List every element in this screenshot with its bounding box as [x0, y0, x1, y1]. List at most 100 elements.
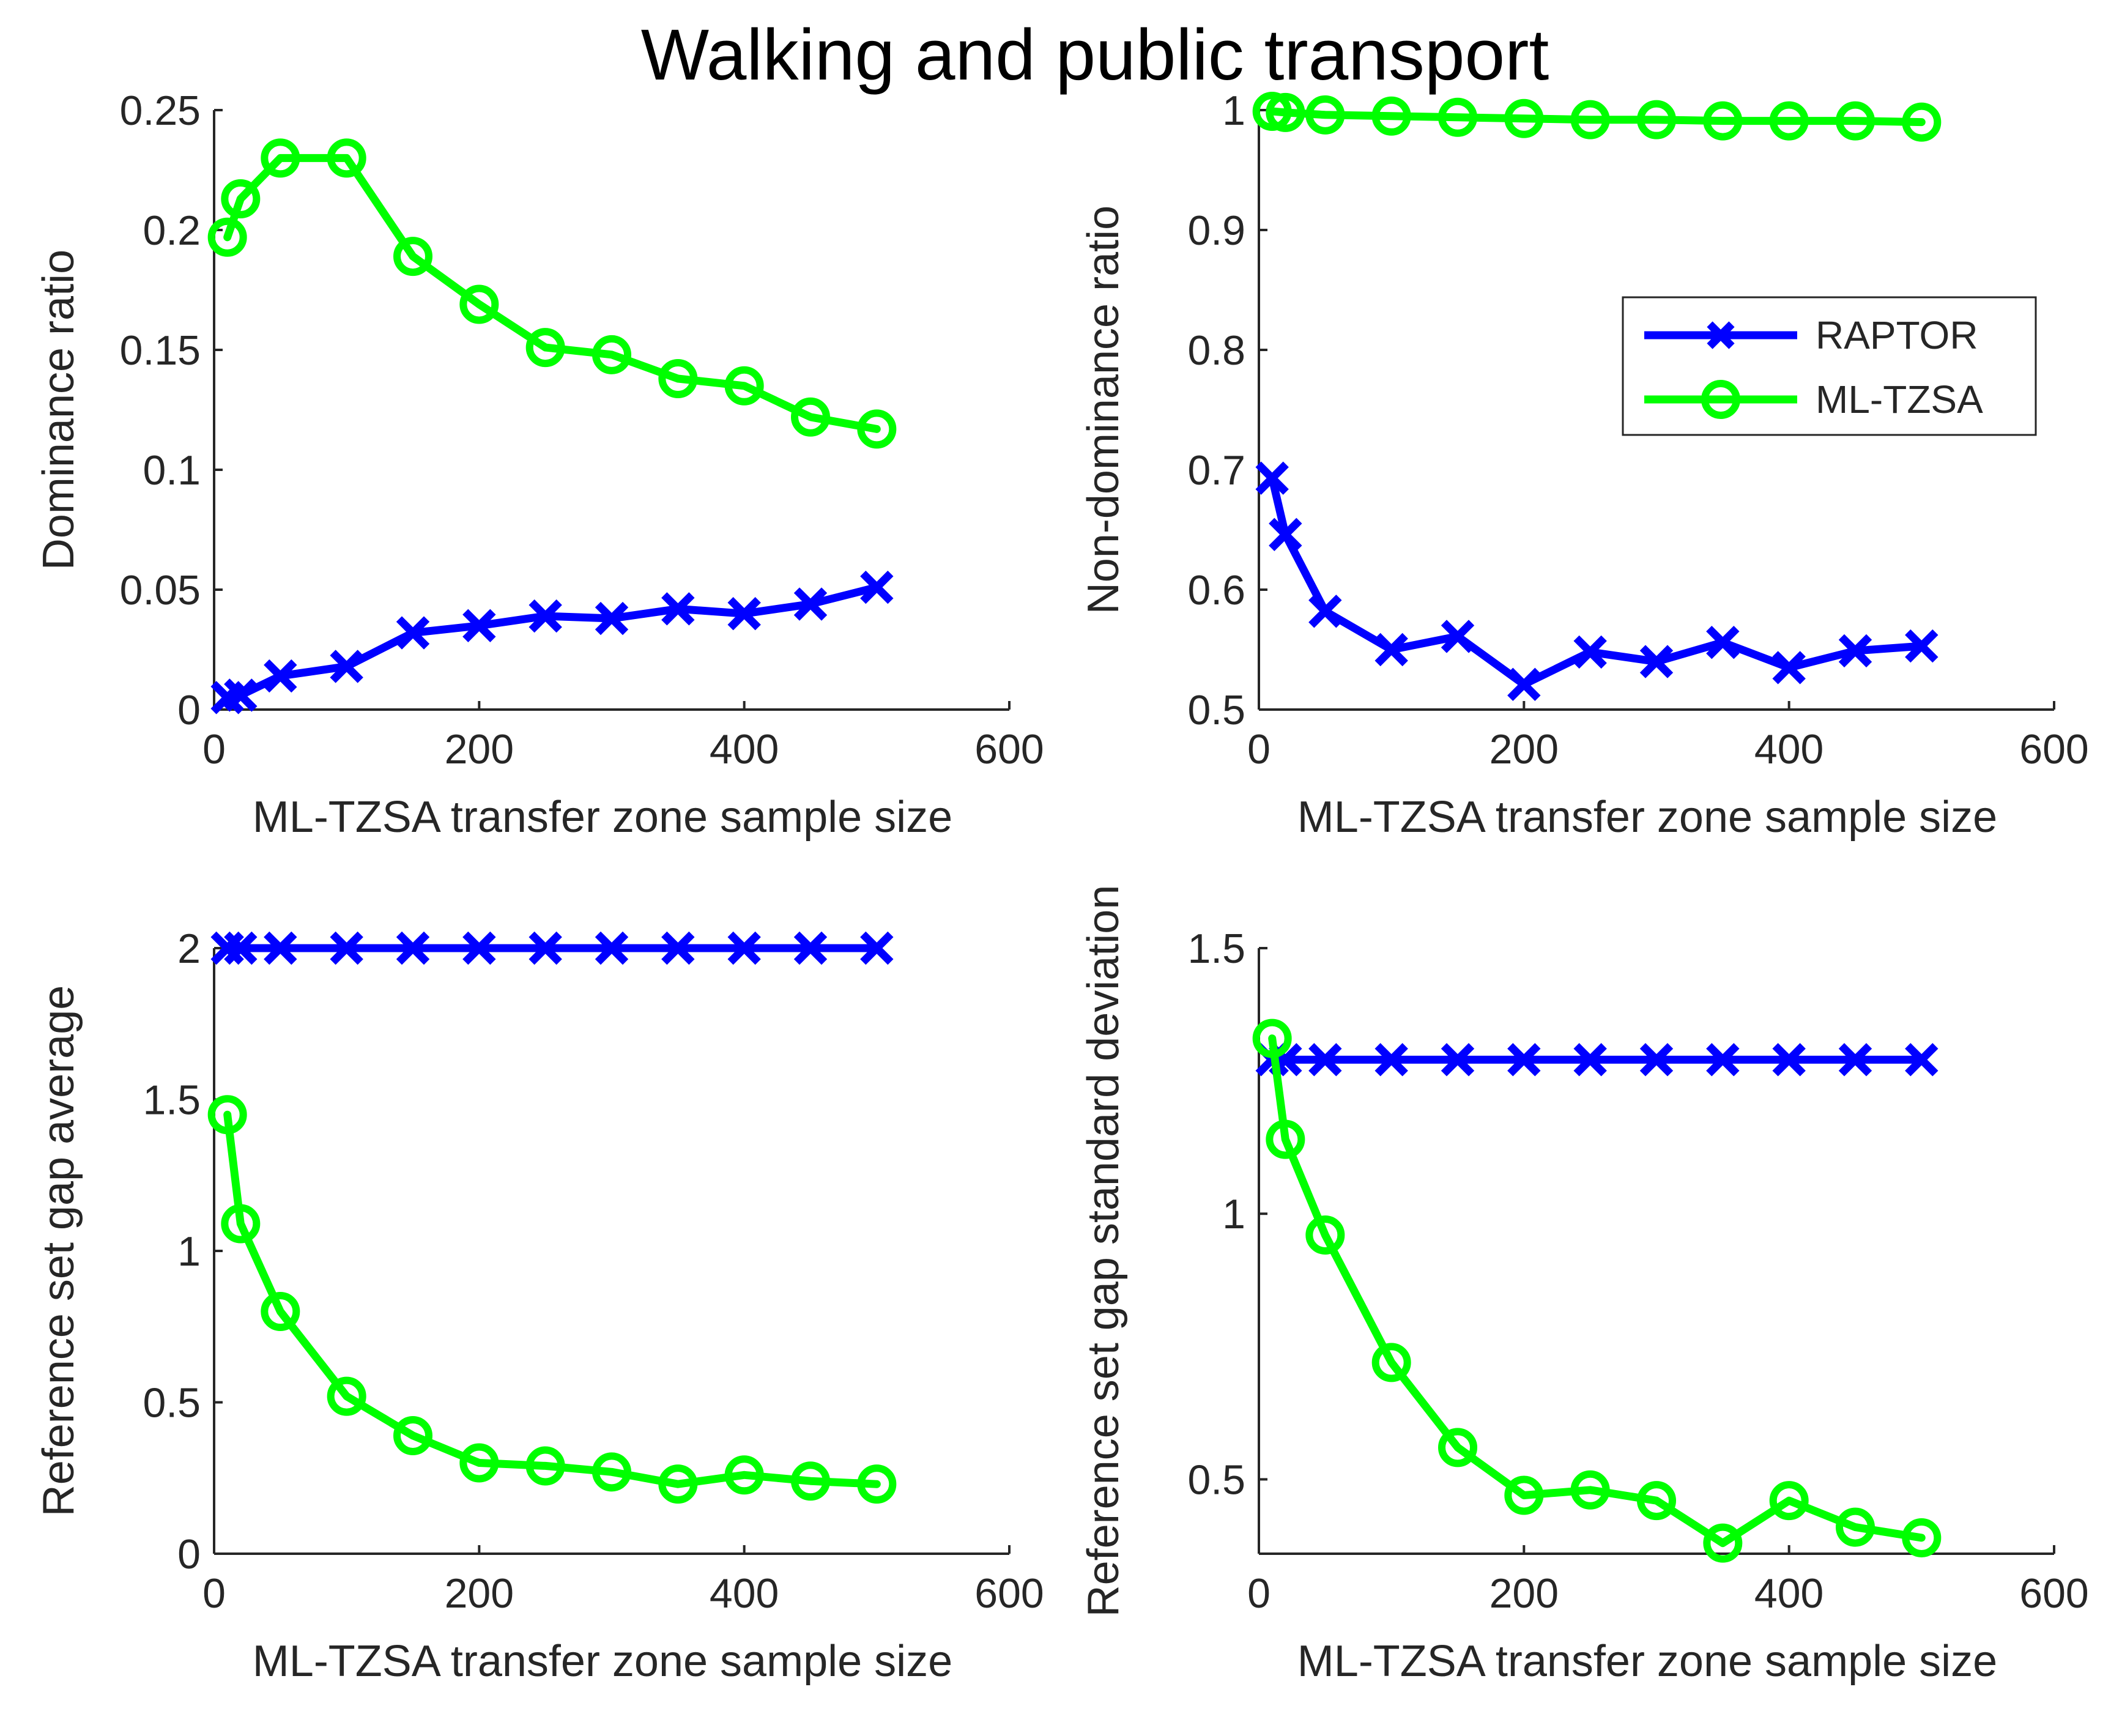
data-point [330, 650, 363, 683]
data-point [1252, 1018, 1292, 1058]
series-ml-tzsa [1252, 1018, 1942, 1563]
data-point [1504, 98, 1544, 138]
x-tick-label: 200 [1489, 726, 1559, 773]
data-point [327, 1376, 366, 1416]
data-point [1507, 1043, 1541, 1077]
data-point [1637, 1481, 1676, 1521]
y-tick-label: 0 [177, 1531, 201, 1578]
data-point [264, 931, 297, 965]
data-point [791, 1461, 830, 1501]
y-tick-label: 2 [177, 925, 201, 972]
y-tick-label: 0.5 [143, 1380, 201, 1426]
data-point [1772, 651, 1806, 684]
x-tick-label: 0 [1247, 726, 1271, 773]
x-tick-label: 200 [445, 726, 514, 773]
x-axis-label: ML-TZSA transfer zone sample size [1297, 1637, 1997, 1686]
data-point [459, 284, 499, 324]
data-point [793, 931, 828, 965]
data-point [860, 570, 894, 604]
data-point [1504, 1475, 1544, 1515]
x-tick-label: 200 [1489, 1570, 1559, 1617]
data-point [793, 587, 828, 621]
data-point [860, 931, 894, 965]
data-point [857, 409, 897, 449]
y-tick-label: 0.15 [120, 327, 201, 374]
data-point [1637, 100, 1676, 139]
data-point [727, 931, 761, 965]
series-raptor [1255, 461, 1938, 702]
data-point [221, 1204, 261, 1244]
data-point [1769, 101, 1809, 141]
y-tick-label: 0.9 [1187, 207, 1245, 254]
data-point [1570, 1470, 1610, 1510]
y-tick-label: 0.7 [1187, 447, 1245, 494]
data-point [396, 931, 430, 965]
data-point [264, 659, 297, 693]
data-point [1507, 667, 1541, 702]
legend-swatch-marker [1707, 321, 1735, 349]
data-point [1706, 626, 1740, 659]
data-point [1255, 461, 1289, 495]
data-point [1438, 97, 1477, 137]
y-tick-label: 0.5 [1187, 1456, 1245, 1503]
data-point [661, 931, 695, 965]
data-point [1905, 1043, 1938, 1077]
x-tick-label: 0 [202, 726, 226, 773]
series-line [1268, 474, 1926, 689]
x-tick-label: 0 [1247, 1570, 1271, 1617]
data-point [396, 616, 430, 650]
data-point [1769, 1481, 1809, 1521]
data-point [661, 592, 695, 626]
data-point [393, 237, 432, 276]
data-point [1305, 95, 1345, 135]
legend-box [1622, 296, 2037, 436]
data-point [261, 138, 300, 178]
series-line [223, 154, 881, 433]
data-point [1905, 629, 1938, 663]
data-point [525, 328, 565, 368]
x-tick-label: 600 [2019, 726, 2088, 773]
x-tick-label: 600 [2019, 1570, 2088, 1617]
y-axis-label: Dominance ratio [34, 250, 83, 570]
legend-swatch-marker [1701, 380, 1740, 419]
y-tick-label: 1 [1222, 1191, 1245, 1237]
data-point [1703, 1523, 1743, 1563]
data-point [1836, 1507, 1875, 1547]
x-tick-label: 0 [202, 1570, 226, 1617]
data-point [1706, 1043, 1740, 1077]
data-point [221, 179, 261, 219]
data-point [658, 359, 698, 399]
data-point [1836, 101, 1875, 141]
x-axis-label: ML-TZSA transfer zone sample size [253, 1637, 952, 1686]
y-tick-label: 0.05 [120, 567, 201, 614]
y-tick-label: 1.5 [1187, 925, 1245, 972]
y-tick-label: 0 [177, 687, 201, 733]
x-axis-label: ML-TZSA transfer zone sample size [253, 793, 952, 842]
series-line [1268, 107, 1926, 127]
y-tick-label: 1 [177, 1228, 201, 1275]
y-tick-label: 1 [1222, 87, 1245, 134]
y-tick-label: 1.5 [143, 1077, 201, 1124]
x-tick-label: 200 [445, 1570, 514, 1617]
data-point [592, 335, 631, 374]
x-tick-label: 600 [974, 726, 1044, 773]
data-point [857, 1464, 897, 1504]
data-point [1838, 634, 1872, 668]
x-axis-label: ML-TZSA transfer zone sample size [1297, 793, 1997, 842]
subplot-1: 0 200 400 600 0 0.05 0.1 0.15 0.2 0.25 ML-TZSA tra… [34, 87, 1044, 842]
x-tick-label: 400 [710, 1570, 779, 1617]
data-point [658, 1464, 698, 1504]
data-point [1639, 645, 1674, 678]
series-ml-tzsa [207, 138, 897, 449]
data-point [1374, 632, 1408, 667]
data-point [727, 597, 761, 631]
x-tick-label: 600 [974, 1570, 1044, 1617]
y-tick-label: 0.5 [1187, 687, 1245, 733]
data-point [1266, 1119, 1305, 1159]
series-ml-tzsa [1252, 91, 1942, 142]
data-point [330, 931, 363, 965]
data-point [1902, 102, 1942, 142]
data-point [1772, 1043, 1806, 1077]
